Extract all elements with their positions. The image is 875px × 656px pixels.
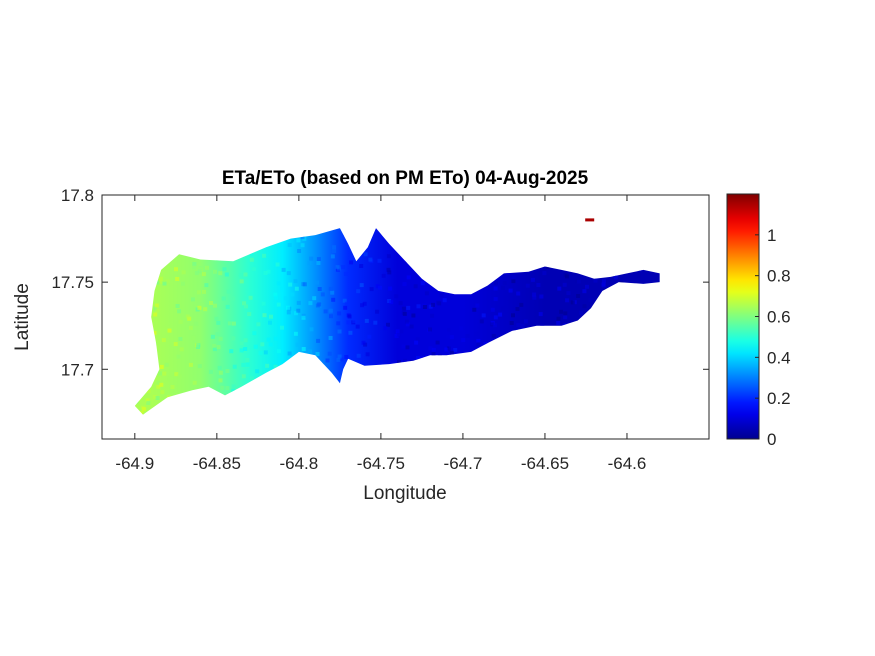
colorbar-tick-label: 0.6 — [767, 308, 791, 327]
x-tick-label: -64.7 — [444, 454, 483, 473]
x-tick-label: -64.75 — [357, 454, 405, 473]
colorbar-ticks: 0 0.2 0.4 0.6 0.8 1 — [755, 226, 791, 449]
x-axis: -64.9 -64.85 -64.8 -64.75 -64.7 -64.65 -64.6 — [115, 195, 646, 473]
colorbar-tick-label: 0 — [767, 430, 776, 449]
x-tick-label: -64.85 — [193, 454, 241, 473]
x-axis-label: Longitude — [363, 483, 446, 504]
colorbar-tick-label: 0.4 — [767, 348, 791, 367]
x-tick-label: -64.9 — [115, 454, 154, 473]
colorbar-tick-label: 1 — [767, 226, 776, 245]
y-tick-label: 17.7 — [61, 360, 94, 379]
y-axis-label: Latitude — [12, 283, 33, 351]
x-tick-label: -64.6 — [608, 454, 647, 473]
plot-area: -64.9 -64.85 -64.8 -64.75 -64.7 -64.65 -64.6 1… — [51, 186, 710, 473]
colorbar-fill — [726, 193, 760, 440]
colorbar: 0 0.2 0.4 0.6 0.8 1 — [726, 193, 791, 449]
x-tick-label: -64.65 — [521, 454, 569, 473]
y-tick-label: 17.75 — [51, 273, 94, 292]
y-tick-label: 17.8 — [61, 186, 94, 205]
colorbar-tick-label: 0.8 — [767, 267, 791, 286]
chart-title: ETa/ETo (based on PM ETo) 04-Aug-2025 — [222, 168, 589, 189]
islet-mark — [585, 218, 595, 222]
x-tick-label: -64.8 — [279, 454, 318, 473]
y-axis: 17.7 17.75 17.8 — [51, 186, 709, 379]
colorbar-tick-label: 0.2 — [767, 389, 791, 408]
